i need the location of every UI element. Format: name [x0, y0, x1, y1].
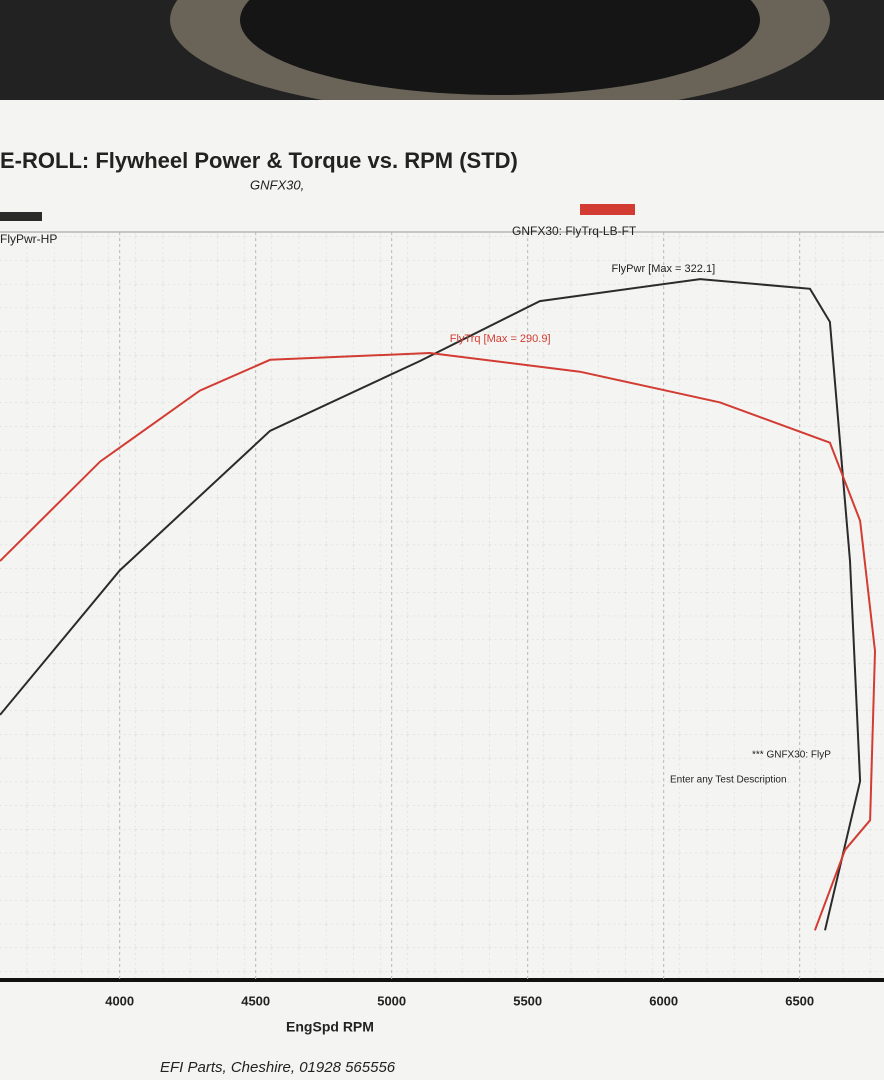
series-line	[0, 351, 877, 931]
chart-title: E-ROLL: Flywheel Power & Torque vs. RPM …	[0, 148, 518, 173]
legend-label: FlyPwr-HP	[0, 232, 57, 246]
x-axis-label: EngSpd RPM	[286, 1019, 374, 1035]
x-tick-label: 5000	[377, 993, 406, 1008]
legend-swatch	[580, 204, 635, 215]
annotation: FlyPwr [Max = 322.1]	[612, 263, 716, 275]
footer: EFI Parts, Cheshire, 01928 565556	[160, 1059, 396, 1076]
annotation: FlyTrq [Max = 290.9]	[450, 333, 551, 345]
x-tick-label: 4500	[241, 993, 270, 1008]
legend-swatch	[0, 212, 42, 221]
legend-label: GNFX30: FlyTrq-LB-FT	[512, 224, 637, 238]
minor-grid	[0, 232, 884, 980]
x-tick-label: 4000	[105, 993, 134, 1008]
annotation: Enter any Test Description	[670, 775, 787, 786]
x-tick-label: 5500	[513, 993, 542, 1008]
subtitle: GNFX30,	[250, 177, 304, 192]
annotation: *** GNFX30: FlyP	[752, 750, 831, 761]
x-tick-label: 6000	[649, 993, 678, 1008]
wheel-center	[240, 0, 760, 95]
series-line	[0, 278, 862, 931]
x-tick-label: 6500	[785, 993, 814, 1008]
